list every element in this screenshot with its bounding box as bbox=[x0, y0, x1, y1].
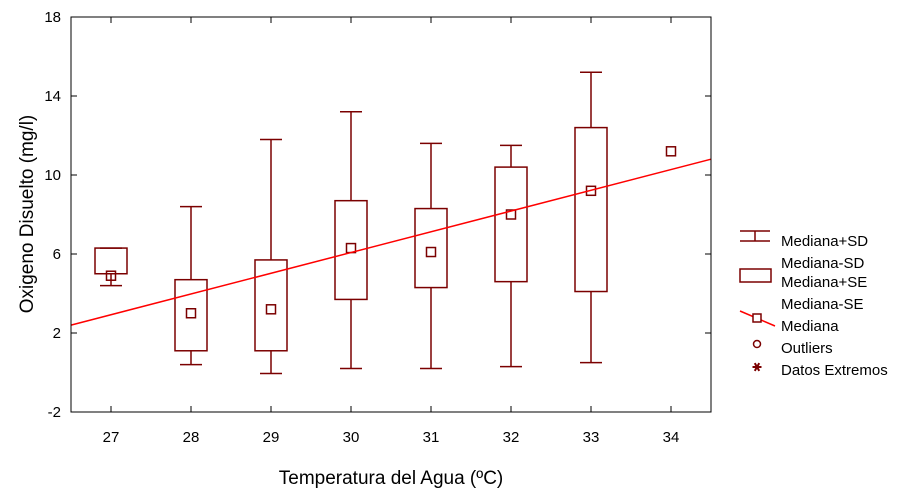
regression-line bbox=[70, 158, 712, 326]
median-marker bbox=[665, 146, 677, 157]
y-tick-label: 10 bbox=[44, 167, 61, 184]
box-group-32 bbox=[494, 144, 528, 368]
box-group-31 bbox=[414, 142, 448, 370]
legend-label: Mediana-SE bbox=[781, 296, 864, 313]
se-box bbox=[174, 278, 208, 352]
median-marker bbox=[505, 209, 517, 220]
x-tick-label: 27 bbox=[103, 429, 120, 446]
x-tick-label: 28 bbox=[183, 429, 200, 446]
legend-symbol-box bbox=[739, 268, 772, 283]
y-tick-label: 6 bbox=[53, 246, 61, 263]
legend-label: Mediana bbox=[781, 318, 839, 335]
median-marker bbox=[105, 270, 117, 281]
x-tick-label: 33 bbox=[583, 429, 600, 446]
x-tick-label: 34 bbox=[663, 429, 680, 446]
legend-label: Datos Extremos bbox=[781, 362, 888, 379]
median-marker bbox=[185, 308, 197, 319]
se-box bbox=[94, 247, 128, 275]
x-tick-label: 31 bbox=[423, 429, 440, 446]
box-group-28 bbox=[174, 205, 208, 366]
y-tick-label: 2 bbox=[53, 325, 61, 342]
legend-label: Outliers bbox=[781, 340, 833, 357]
y-tick-label: -2 bbox=[48, 404, 61, 421]
se-box bbox=[574, 126, 608, 293]
median-marker bbox=[425, 246, 437, 258]
legend-label: Mediana+SE bbox=[781, 274, 867, 291]
y-tick-label: 14 bbox=[44, 88, 61, 105]
plot-frame bbox=[70, 16, 712, 413]
se-box bbox=[334, 199, 368, 301]
x-tick-label: 30 bbox=[343, 429, 360, 446]
y-tick-label: 18 bbox=[44, 9, 61, 26]
legend-symbol-star bbox=[753, 362, 761, 372]
box-group-33 bbox=[574, 71, 608, 364]
se-box bbox=[254, 259, 288, 352]
median-marker bbox=[265, 304, 277, 315]
legend-label: Mediana-SD bbox=[781, 255, 865, 272]
legend-symbol-circle bbox=[752, 339, 762, 349]
x-tick-label: 29 bbox=[263, 429, 280, 446]
axes: -2 2 6 10 14 18 27 28 29 30 31 32 33 34 bbox=[44, 9, 712, 446]
box-group-34 bbox=[665, 146, 677, 157]
legend-symbol-square bbox=[752, 313, 762, 323]
x-axis-title: Temperatura del Agua (ºC) bbox=[279, 468, 504, 489]
se-box bbox=[494, 166, 528, 283]
box-group-27 bbox=[94, 247, 128, 287]
box-group-29 bbox=[254, 138, 288, 375]
y-axis-title: Oxigeno Disuelto (mg/l) bbox=[17, 115, 38, 314]
box-group-30 bbox=[334, 111, 368, 370]
legend-label: Mediana+SD bbox=[781, 233, 868, 250]
se-box bbox=[414, 207, 448, 289]
x-tick-label: 32 bbox=[503, 429, 520, 446]
legend: Mediana+SD Mediana-SD Mediana+SE Mediana-SE… bbox=[739, 230, 888, 379]
plot-marks bbox=[70, 71, 712, 375]
